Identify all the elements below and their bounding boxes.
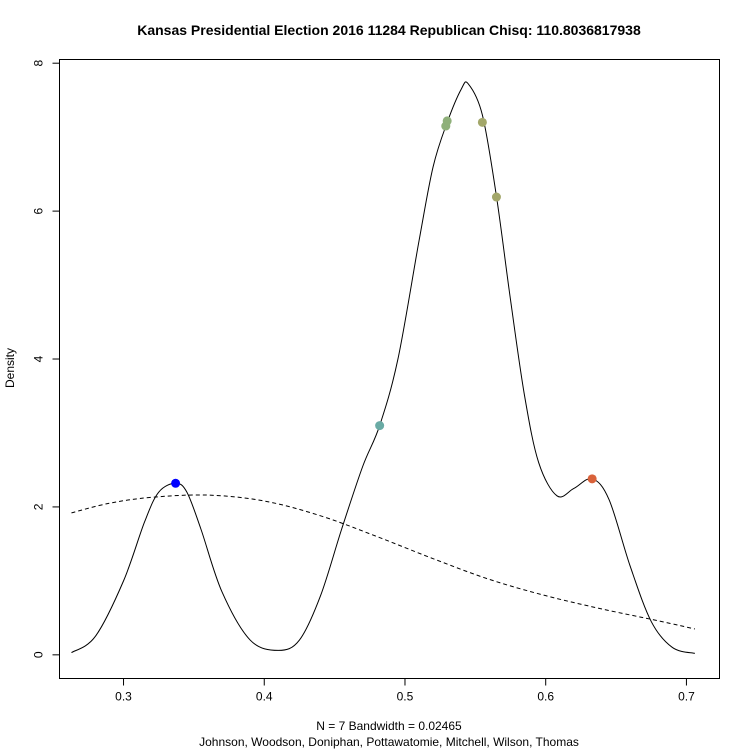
density-curve [71, 81, 695, 654]
y-tick-label: 8 [32, 60, 46, 67]
x-tick-label: 0.3 [115, 690, 132, 704]
x-tick-label: 0.4 [256, 690, 273, 704]
chart-subtitle: Johnson, Woodson, Doniphan, Pottawatomie… [199, 735, 579, 749]
chart-title: Kansas Presidential Election 2016 11284 … [137, 22, 641, 38]
county-point [375, 421, 385, 431]
county-point [171, 478, 181, 488]
normal-reference-curve [71, 494, 695, 630]
county-point [491, 192, 501, 202]
county-point [587, 474, 597, 484]
county-point [477, 117, 487, 127]
x-axis-label: N = 7 Bandwidth = 0.02465 [316, 719, 462, 733]
points-layer [171, 116, 597, 488]
county-point [442, 116, 452, 126]
series-layer [71, 81, 695, 654]
x-tick-label: 0.6 [537, 690, 554, 704]
y-tick-label: 2 [32, 503, 46, 510]
x-tick-label: 0.7 [678, 690, 695, 704]
y-axis: 0 2 4 6 8 [32, 60, 60, 658]
plot-frame [59, 59, 720, 679]
y-tick-label: 6 [32, 207, 46, 214]
y-tick-label: 0 [32, 651, 46, 658]
x-tick-label: 0.5 [397, 690, 414, 704]
y-tick-label: 4 [32, 355, 46, 362]
y-axis-label: Density [3, 348, 17, 388]
x-axis: 0.3 0.4 0.5 0.6 0.7 [115, 678, 695, 704]
